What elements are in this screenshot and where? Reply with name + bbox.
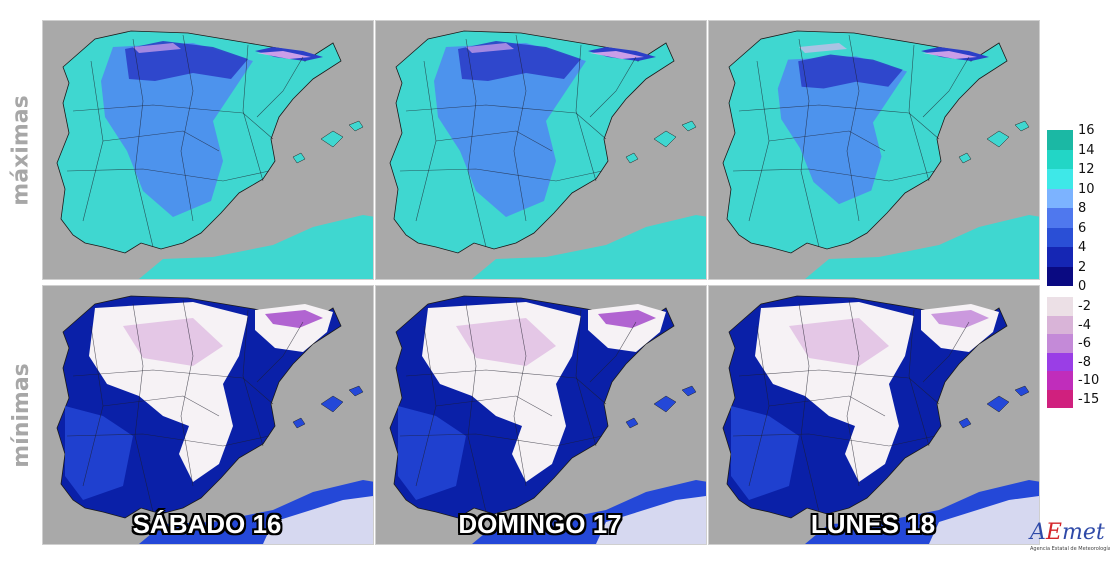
day-label-1: SÁBADO 16 (132, 509, 282, 539)
legend-label: -2 (1078, 299, 1091, 315)
map-svg (43, 21, 373, 279)
legend-label: -6 (1078, 336, 1091, 352)
map-max-day1 (42, 20, 374, 280)
row-label-min-text: mínimas (8, 362, 34, 468)
legend-label: 4 (1078, 240, 1087, 255)
africa-landmass (472, 215, 706, 279)
africa-landmass (139, 215, 373, 279)
map-min-day3 (708, 285, 1040, 545)
map-max-day3 (708, 20, 1040, 280)
map-min-day1 (42, 285, 374, 545)
legend-label: 14 (1078, 142, 1095, 158)
legend-swatch (1047, 352, 1073, 371)
legend-swatch (1047, 188, 1073, 208)
legend-label: -15 (1078, 391, 1100, 407)
map-svg (709, 286, 1039, 544)
legend-label: 6 (1078, 220, 1087, 236)
legend-swatch (1047, 149, 1073, 169)
day-label-2: DOMINGO 17 (458, 509, 622, 539)
legend-label: 16 (1078, 123, 1095, 138)
legend-label: -4 (1078, 317, 1091, 333)
legend-swatch (1047, 227, 1073, 247)
legend-label: -10 (1078, 373, 1100, 389)
map-svg (376, 286, 706, 544)
map-svg (376, 21, 706, 279)
legend-min-bar (1047, 297, 1073, 408)
legend-swatch (1047, 389, 1073, 408)
map-max-day2 (375, 20, 707, 280)
legend-swatch (1047, 371, 1073, 390)
legend-max-bar (1047, 130, 1073, 286)
map-svg (709, 21, 1039, 279)
row-label-max: máximas (6, 18, 36, 282)
day-label-3: LUNES 18 (810, 509, 936, 539)
row-label-max-text: máximas (8, 94, 34, 206)
aemet-logo-subtitle: Agencia Estatal de Meteorología (1030, 546, 1110, 552)
map-svg (43, 286, 373, 544)
legend-label: 10 (1078, 181, 1095, 197)
legend-label: 8 (1078, 201, 1087, 216)
legend-swatch (1047, 247, 1073, 267)
legend-swatch (1047, 208, 1073, 228)
legend-label: -8 (1078, 354, 1091, 370)
aemet-logo-word: AEmet (1030, 520, 1105, 545)
legend-swatch (1047, 334, 1073, 353)
africa-landmass (805, 215, 1039, 279)
aemet-logo: AEmet Agencia Estatal de Meteorología (1030, 520, 1110, 560)
legend-swatch (1047, 169, 1073, 189)
legend-swatch (1047, 315, 1073, 334)
legend-label: 0 (1078, 279, 1087, 294)
legend-label: 2 (1078, 259, 1087, 275)
legend-label: 12 (1078, 162, 1095, 177)
legend-swatch (1047, 130, 1073, 150)
legend-swatch (1047, 266, 1073, 286)
map-min-day2 (375, 285, 707, 545)
legend-swatch (1047, 297, 1073, 316)
row-label-min: mínimas (6, 284, 36, 546)
